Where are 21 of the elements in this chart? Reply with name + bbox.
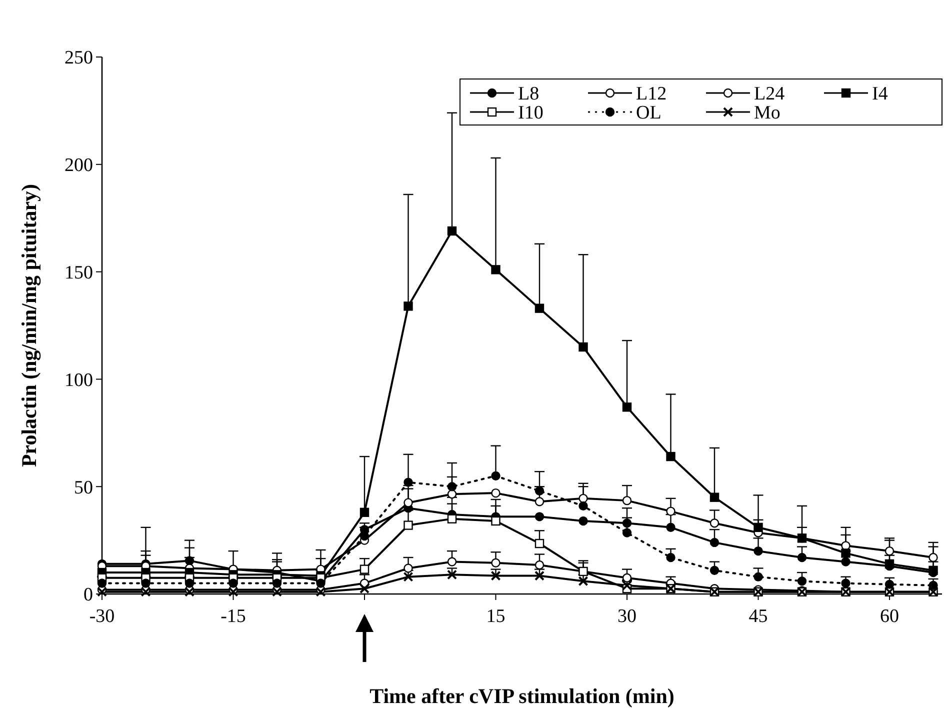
legend-label: L8 (518, 84, 540, 105)
x-tick-label: 60 (880, 606, 899, 627)
x-tick-label: -15 (220, 606, 246, 627)
x-tick-label: 45 (748, 606, 768, 627)
y-tick-label: 100 (64, 370, 93, 391)
x-tick-label: -30 (89, 606, 115, 627)
y-tick-label: 250 (64, 48, 93, 69)
y-tick-label: 200 (64, 155, 93, 176)
x-axis-title: Time after cVIP stimulation (min) (370, 684, 674, 708)
y-axis-title: Prolactin (ng/min/mg pituitary) (17, 184, 41, 468)
legend-label: OL (636, 102, 662, 124)
legend-label: Mo (754, 102, 780, 124)
y-tick-label: 50 (74, 477, 93, 498)
y-tick-label: 150 (64, 262, 93, 284)
y-tick-label: 0 (84, 584, 93, 606)
legend-label: L24 (754, 84, 786, 105)
x-tick-label: 30 (618, 606, 636, 627)
legend-label: L12 (636, 84, 667, 105)
legend-label: I4 (872, 84, 888, 105)
x-tick-label: 15 (486, 606, 506, 627)
legend-label: I10 (518, 102, 544, 124)
